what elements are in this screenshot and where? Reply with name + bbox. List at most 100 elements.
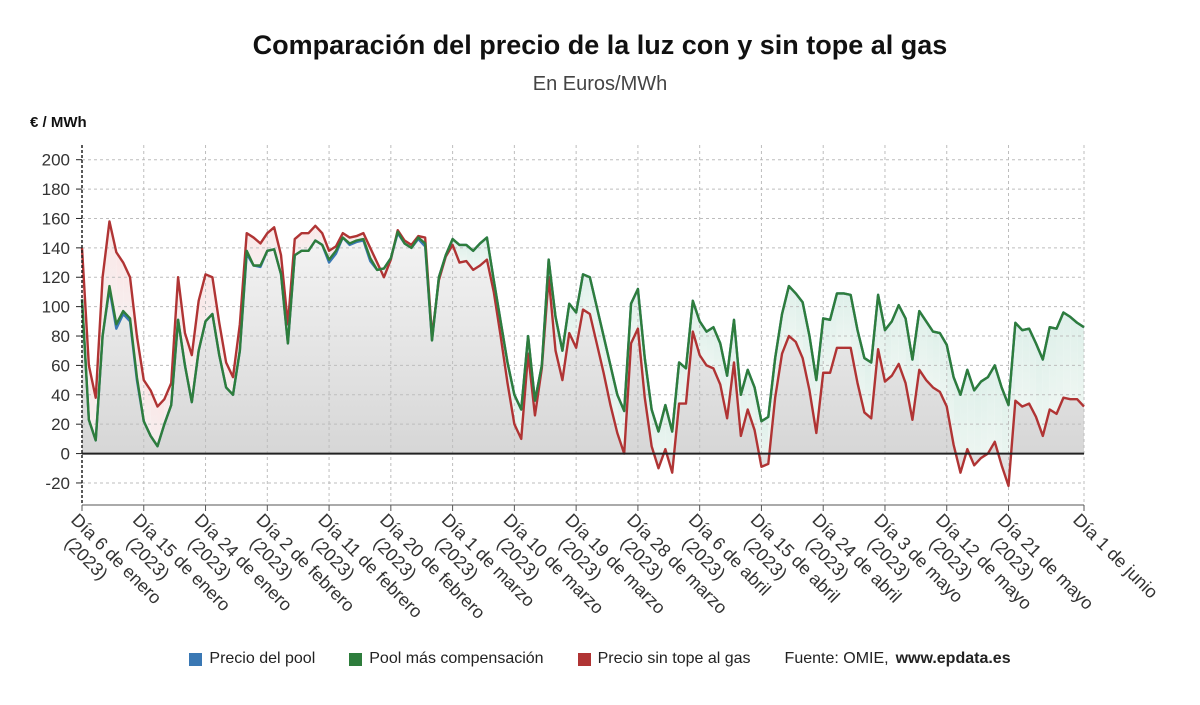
- area-band-segment: [823, 318, 831, 373]
- area-band-segment: [555, 316, 563, 381]
- area-band-segment: [665, 405, 673, 454]
- area-band-segment: [967, 369, 975, 454]
- area-band-segment: [994, 365, 1002, 454]
- area-band-segment: [136, 336, 144, 422]
- area-band-segment: [850, 294, 858, 384]
- y-tick-label: 20: [51, 415, 70, 434]
- area-band-segment: [727, 319, 734, 419]
- line-precio-sin-tope: [80, 220, 1085, 488]
- area-band-segment: [692, 300, 700, 356]
- area-band-segment: [315, 225, 323, 245]
- area-band-segment: [974, 381, 982, 454]
- area-band-segment: [651, 409, 659, 454]
- area-band-segment: [802, 302, 810, 391]
- area-band-segment: [459, 244, 467, 263]
- legend-label-sin-tope: Precio sin tope al gas: [597, 650, 751, 667]
- area-band-segment: [953, 377, 961, 454]
- area-band-segment: [143, 380, 151, 436]
- area-band-segment: [843, 293, 851, 348]
- y-tick-label: 40: [51, 386, 70, 405]
- area-band-segment: [610, 365, 618, 433]
- area-band-segment: [788, 286, 796, 342]
- legend-item-pool: Precio del pool: [189, 650, 315, 668]
- legend-label-pool: Precio del pool: [209, 650, 316, 667]
- area-band-segment: [816, 318, 824, 433]
- area-band-segment: [253, 237, 261, 266]
- area-band-segment: [679, 362, 686, 404]
- y-tick-label: 0: [61, 445, 70, 464]
- area-band-segment: [939, 333, 947, 407]
- area-band-segment: [644, 358, 652, 447]
- area-band-segment: [761, 416, 769, 454]
- area-band-segment: [1070, 316, 1078, 400]
- legend-label-pool-compensacion: Pool más compensación: [369, 650, 544, 667]
- area-band-segment: [782, 286, 789, 354]
- area-band-segment: [164, 383, 172, 425]
- area-band-segment: [205, 274, 213, 322]
- source-note: Fuente: OMIE, www.epdata.es: [785, 650, 1011, 668]
- y-tick-label: 140: [42, 239, 70, 258]
- area-band-segment: [919, 311, 927, 381]
- area-fill-positive: [82, 231, 1084, 454]
- area-band-segment: [987, 365, 995, 454]
- area-band-segment: [795, 293, 803, 359]
- area-band-segment: [864, 358, 872, 419]
- area-band-segment: [933, 331, 940, 392]
- area-band-segment: [836, 293, 844, 348]
- area-band-segment: [740, 369, 748, 436]
- legend-swatch-pool-compensacion: [349, 652, 363, 666]
- area-band-segment: [926, 321, 934, 388]
- area-band-segment: [699, 321, 707, 366]
- area-band-segment: [603, 336, 611, 406]
- chart-title: Comparación del precio de la luz con y s…: [252, 30, 948, 60]
- area-band-segment: [198, 274, 206, 351]
- area-band-segment: [809, 336, 817, 433]
- area-band-segment: [706, 327, 714, 369]
- area-band-segment: [871, 294, 879, 419]
- legend-item-sin-tope: Precio sin tope al gas: [577, 650, 751, 668]
- legend-swatch-pool: [189, 652, 203, 666]
- y-tick-label: 80: [51, 327, 70, 346]
- line-pool-compensacion: [80, 230, 1085, 448]
- area-band-segment: [576, 274, 583, 348]
- source-prefix: Fuente: OMIE,: [784, 650, 889, 667]
- area-band-segment: [583, 274, 590, 314]
- source-site: www.epdata.es: [895, 650, 1011, 667]
- area-fill-negative: [653, 453, 1012, 486]
- area-band-segment: [301, 233, 309, 251]
- area-band-segment: [981, 377, 988, 454]
- y-tick-label: 100: [42, 298, 70, 317]
- y-tick-label: 120: [42, 268, 70, 287]
- y-tick-label: 180: [42, 180, 70, 199]
- y-tick-label: 200: [42, 151, 70, 170]
- y-tick-label: -20: [45, 474, 70, 493]
- legend-item-pool-compensacion: Pool más compensación: [349, 650, 544, 668]
- area-band-segment: [226, 362, 233, 395]
- area-band-segment: [596, 306, 604, 373]
- chart-legend: Precio del pool Pool más compensación Pr…: [0, 650, 1200, 668]
- area-band-segment: [912, 311, 920, 420]
- area-band-segment: [1015, 322, 1023, 407]
- area-band-segment: [878, 294, 885, 382]
- area-band-segment: [480, 237, 487, 266]
- area-band-segment: [1049, 327, 1057, 414]
- area-band-segment: [658, 405, 666, 454]
- area-band-segment: [1035, 343, 1043, 436]
- area-band-segment: [123, 262, 131, 319]
- area-band-segment: [212, 277, 220, 356]
- area-band-segment: [891, 305, 899, 376]
- area-band-segment: [1022, 328, 1030, 407]
- legend-swatch-sin-tope: [577, 652, 591, 666]
- area-band-segment: [1077, 322, 1084, 407]
- y-axis-unit-label: € / MWh: [30, 114, 87, 131]
- area-band-segment: [857, 330, 865, 413]
- area-band-segment: [1063, 312, 1071, 400]
- chart-subtitle: En Euros/MWh: [532, 73, 668, 95]
- area-band-segment: [102, 221, 110, 337]
- area-band-segment: [720, 343, 728, 419]
- y-tick-label: 60: [51, 356, 70, 375]
- area-band-segment: [589, 277, 597, 344]
- area-band-segment: [775, 313, 783, 398]
- area-band-segment: [191, 300, 199, 403]
